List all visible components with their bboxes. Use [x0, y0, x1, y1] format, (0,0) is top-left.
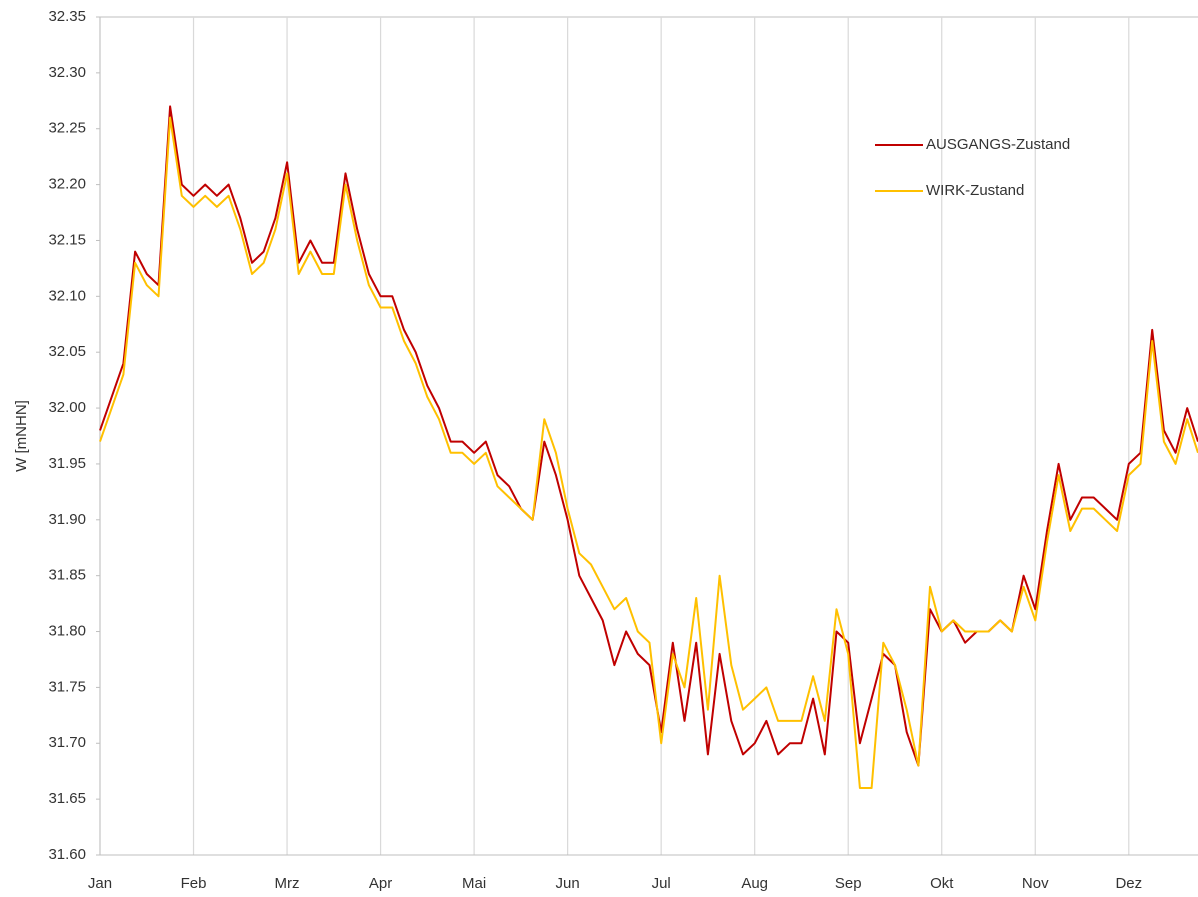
y-tick-label: 31.75	[48, 678, 86, 695]
y-tick-label: 31.65	[48, 790, 86, 807]
y-tick-label: 32.35	[48, 8, 86, 25]
x-tick-label: Jan	[88, 875, 112, 892]
x-tick-label: Mai	[462, 875, 486, 892]
series-line	[99, 116, 1198, 789]
x-tick-label: Sep	[835, 875, 862, 892]
y-tick-label: 31.90	[48, 511, 86, 528]
legend-label: AUSGANGS-Zustand	[926, 136, 1070, 153]
y-tick-label: 32.05	[48, 343, 86, 360]
x-tick-label: Aug	[741, 875, 768, 892]
series-line	[99, 105, 1198, 767]
y-tick-label: 32.30	[48, 64, 86, 81]
y-tick-label: 32.25	[48, 120, 86, 137]
y-tick-label: 32.10	[48, 287, 86, 304]
y-axis-label: W [mNHN]	[13, 400, 30, 472]
y-tick-label: 31.80	[48, 623, 86, 640]
y-tick-label: 31.60	[48, 846, 86, 863]
x-tick-label: Nov	[1022, 875, 1049, 892]
y-tick-label: 31.70	[48, 734, 86, 751]
y-tick-label: 31.85	[48, 567, 86, 584]
legend-label: WIRK-Zustand	[926, 182, 1024, 199]
x-tick-label: Okt	[930, 875, 954, 892]
y-tick-label: 32.15	[48, 231, 86, 248]
y-tick-label: 32.20	[48, 176, 86, 193]
x-tick-label: Apr	[369, 875, 392, 892]
x-tick-label: Jul	[652, 875, 671, 892]
x-tick-label: Jun	[556, 875, 580, 892]
x-tick-label: Feb	[181, 875, 207, 892]
x-tick-label: Mrz	[275, 875, 300, 892]
x-tick-label: Dez	[1115, 875, 1142, 892]
y-tick-label: 32.00	[48, 399, 86, 416]
y-tick-label: 31.95	[48, 455, 86, 472]
